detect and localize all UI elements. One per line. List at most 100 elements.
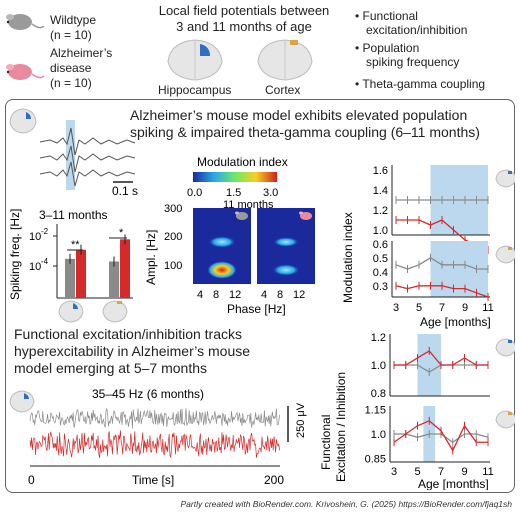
lower-ytick: 1.0 [371, 429, 386, 441]
spiking-title: 3–11 months [39, 208, 108, 222]
long-trace-scale: 250 μV [295, 402, 307, 438]
lfp-trace-2 [39, 145, 136, 173]
lfp-trace-1 [39, 127, 136, 156]
wildtype-long-trace [29, 408, 280, 429]
modulation-figure: Modulation index 0.0 1.5 3.0 11 months A… [145, 155, 315, 316]
heatmap-wt-blob-low [207, 261, 237, 279]
upper-ytick: 1.0 [373, 225, 388, 237]
alzheimer-long-trace [29, 430, 280, 459]
ei-headline-line1: Functional excitation/inhibition tracks [14, 326, 243, 342]
upper-brain-icon [495, 338, 515, 357]
spiking-bar-cortex-0 [109, 261, 119, 298]
colorbar [193, 172, 277, 182]
svg-text:-2: -2 [41, 227, 49, 236]
long-trace-xstart: 0 [28, 473, 35, 487]
lower-brain-region [508, 412, 512, 415]
age-xtick: 9 [462, 302, 468, 314]
age-xtick: 5 [416, 302, 422, 314]
lower-ytick: 0.85 [365, 454, 386, 466]
wildtype-label: Wildtype [50, 13, 97, 27]
svg-text:10: 10 [29, 231, 41, 243]
trace-scale-label: 0.1 s [112, 184, 138, 198]
heatmap-xtick-6: 12 [293, 289, 305, 301]
upper-ytick: 1.2 [373, 205, 388, 217]
ei-headline-line3: model emerging at 5–7 months [14, 360, 207, 376]
lower-ytick: 0.5 [373, 253, 388, 265]
spiking-ytick-top: 10 -2 [29, 227, 49, 243]
long-trace-xlabel: Time [s] [132, 473, 174, 487]
ad-n: (n = 10) [50, 76, 92, 90]
age-xtick: 3 [393, 302, 399, 314]
colorbar-tick-1: 1.5 [226, 187, 241, 199]
age-xtick: 11 [482, 466, 493, 478]
ei-xlabel: Age [months] [418, 477, 489, 490]
lower-ytick: 0.3 [373, 281, 388, 293]
colorbar-tick-2: 3.0 [263, 187, 278, 199]
cortex-brain-icon [257, 39, 313, 81]
colorbar-title: Modulation index [197, 155, 288, 169]
heatmap-xtick-1: 4 [197, 289, 203, 301]
modulation-index-charts: Modulation index 1.6 1.4 1.2 1.0 0.6 0.5 0.4 0.… [341, 165, 515, 329]
bullet-2-line1: • Population [355, 41, 420, 55]
heatmap-ad-blob-low [272, 264, 300, 276]
hippocampus-label: Hippocampus [158, 83, 232, 97]
spiking-ytick-bottom: 10 -4 [29, 257, 49, 273]
age-xtick: 11 [482, 302, 493, 314]
age-xtick: 7 [438, 466, 444, 478]
lower-brain-region [508, 247, 512, 250]
svg-text:-4: -4 [41, 257, 49, 266]
age-xtick: 7 [439, 302, 445, 314]
heatmap-ytick-200: 200 [164, 231, 182, 243]
upper-ytick: 1.0 [371, 360, 386, 372]
spiking-bar-cortex-1 [120, 239, 130, 298]
heatmap-wt-blob-high [208, 236, 236, 248]
sig-right: * [119, 227, 124, 239]
wildtype-mouse-icon [6, 14, 45, 30]
age-xtick: 5 [414, 466, 420, 478]
long-trace-figure: 35–45 Hz (6 months) 250 μV 0 200 Time [s… [9, 387, 307, 487]
spiking-bar-hippocampus-0 [65, 258, 75, 298]
ei-charts: Functional Excitation / Inhibition 1.2 1.… [319, 332, 515, 490]
center-title-line1: Local field potentials between [158, 3, 330, 18]
bullet-1-line1: • Functional [355, 9, 418, 23]
long-trace-title: 35–45 Hz (6 months) [92, 387, 204, 401]
long-trace-xend: 200 [264, 473, 284, 487]
ei-ylabel-line2: Excitation / Inhibition [334, 372, 348, 482]
upper-brain-region [508, 340, 512, 343]
heatmap-xlabel: Phase [Hz] [227, 302, 286, 316]
age-xtick: 9 [461, 466, 467, 478]
footer-credit: Partly created with BioRender.com. Krivo… [180, 499, 513, 509]
lfp-trace-3 [39, 161, 136, 187]
upper-brain-region [508, 171, 512, 174]
spiking-ylabel: Spiking freq. [Hz] [8, 209, 22, 300]
mi-ylabel: Modulation index [341, 212, 355, 303]
mi-xlabel: Age [months] [420, 315, 491, 329]
ad-label-line2: disease [50, 61, 92, 75]
upper-ytick: 1.4 [373, 185, 388, 197]
trace-shade [66, 120, 75, 190]
lower-ytick: 1.15 [365, 404, 386, 416]
wildtype-n: (n = 10) [50, 28, 92, 42]
alzheimer-mouse-icon [6, 64, 45, 80]
lower-brain-icon [495, 410, 515, 429]
heatmap-ytick-300: 300 [164, 203, 182, 215]
small-brain-hippocampus-icon [9, 108, 37, 134]
upper-ytick: 0.8 [371, 388, 386, 400]
bullet-1-line2: excitation/inhibition [366, 23, 468, 37]
small-brain-cortex-bottom-icon [102, 300, 128, 323]
spiking-figure: 0.1 s 3–11 months Spiking freq. [Hz] 10 … [8, 108, 138, 323]
sig-left: ** [71, 239, 80, 251]
upper-ytick: 1.6 [373, 165, 388, 177]
colorbar-tick-0: 0.0 [187, 187, 202, 199]
spiking-bar-hippocampus-1 [76, 249, 86, 298]
panel-headline-line1: Alzheimer’s mouse model exhibits elevate… [130, 107, 468, 123]
heatmap-ylabel: Ampl. [Hz] [145, 230, 158, 285]
lower-ytick: 0.6 [373, 239, 388, 251]
lower-brain-icon [495, 245, 515, 264]
small-brain-hippo-bottom-icon [58, 300, 84, 323]
hippocampus-brain-icon [167, 39, 223, 81]
upper-brain-icon [495, 169, 515, 188]
lower-ytick: 0.4 [373, 267, 388, 279]
heatmap-xtick-4: 4 [261, 289, 267, 301]
long-trace-brain-icon [9, 390, 35, 413]
